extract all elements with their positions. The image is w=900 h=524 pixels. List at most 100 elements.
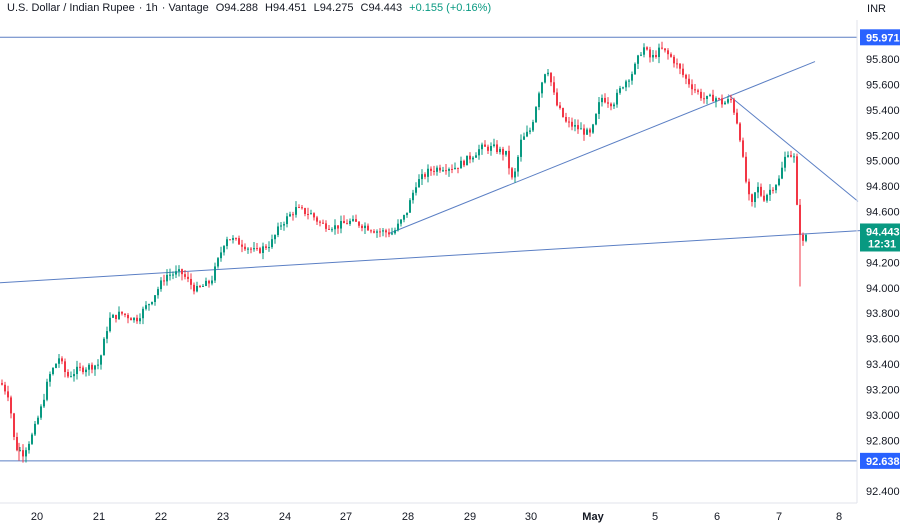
candle-body (691, 84, 693, 90)
candle-body (121, 311, 123, 314)
candle-body (28, 443, 30, 451)
bar-countdown-label: 12:31 (868, 238, 896, 250)
candle-body (676, 63, 678, 65)
candle-body (205, 280, 207, 286)
candle-body (460, 160, 462, 169)
candle-body (25, 450, 27, 457)
candle-body (577, 125, 579, 130)
candle-body (805, 235, 807, 241)
candle-body (340, 221, 342, 229)
price-tick-label: 95.800 (866, 54, 900, 66)
candle-body (1, 383, 3, 385)
candle-body (178, 269, 180, 272)
time-tick-label: 23 (217, 511, 229, 523)
level-price-tag-label: 95.971 (866, 32, 900, 44)
currency-label: INR (867, 3, 886, 15)
candle-body (481, 144, 483, 150)
candle-body (127, 314, 129, 319)
interval-label[interactable]: 1h (145, 2, 158, 14)
price-axis[interactable]: 95.800 95.600 95.400 95.200 95.000 94.800 94.6… (866, 54, 900, 498)
candle-body (643, 47, 645, 55)
ohlc-open: O94.288 (215, 2, 258, 14)
candle-body (268, 247, 270, 249)
candle-body (667, 50, 669, 55)
candle-body (43, 399, 45, 407)
candle-body (115, 314, 117, 320)
candle-body (397, 223, 399, 231)
source-label: Vantage (168, 2, 209, 14)
candle-body (235, 238, 237, 240)
time-axis[interactable]: 20 21 22 23 24 27 28 29 30 May 5 6 7 8 (31, 511, 842, 523)
candle-body (4, 384, 6, 392)
candle-body (280, 225, 282, 227)
candle-body (574, 125, 576, 127)
candle-body (670, 54, 672, 57)
price-tick-label: 95.200 (866, 130, 900, 142)
candle-body (655, 54, 657, 58)
candle-body (385, 230, 387, 233)
candle-body (538, 93, 540, 108)
candle-body (775, 185, 777, 191)
candle-body (289, 214, 291, 217)
time-tick-label: 24 (279, 511, 291, 523)
candle-body (592, 124, 594, 133)
candle-body (277, 226, 279, 236)
candle-body (100, 355, 102, 365)
candle-body (694, 89, 696, 91)
candle-body (304, 208, 306, 214)
candle-body (367, 225, 369, 231)
candle-body (640, 54, 642, 56)
candle-body (451, 168, 453, 170)
price-tick-label: 92.400 (866, 486, 900, 498)
level-price-tag-label: 92.638 (866, 456, 900, 468)
time-tick-label: 28 (402, 511, 414, 523)
candle-body (751, 194, 753, 203)
candle-body (154, 295, 156, 302)
candle-body (283, 224, 285, 226)
candle-body (724, 102, 726, 105)
symbol-name[interactable]: U.S. Dollar / Indian Rupee (7, 2, 135, 14)
candle-body (529, 130, 531, 132)
time-tick-label: 30 (525, 511, 537, 523)
price-tick-label: 92.800 (866, 435, 900, 447)
candle-body (754, 192, 756, 203)
level-price-tag (860, 452, 900, 469)
trendlines[interactable] (0, 61, 861, 284)
candle-body (427, 168, 429, 177)
price-tick-label: 95.400 (866, 105, 900, 117)
candle-body (319, 221, 321, 223)
candle-body (313, 213, 315, 218)
candle-body (736, 112, 738, 124)
candle-body (274, 235, 276, 240)
candle-body (457, 167, 459, 169)
candle-body (400, 219, 402, 224)
candle-body (565, 116, 567, 122)
candle-body (160, 280, 162, 290)
candle-body (325, 223, 327, 229)
candle-body (64, 361, 66, 373)
candle-body (511, 168, 513, 178)
candle-body (652, 54, 654, 58)
candle-body (505, 150, 507, 155)
candle-body (67, 372, 69, 377)
candle-body (352, 219, 354, 221)
candle-body (421, 174, 423, 180)
candle-body (10, 397, 12, 414)
candle-body (88, 364, 90, 370)
candle-body (535, 107, 537, 123)
ohlc-low: L94.275 (313, 2, 354, 14)
candle-body (802, 234, 804, 241)
candle-body (211, 280, 213, 284)
candle-body (418, 179, 420, 188)
candle-body (583, 128, 585, 135)
candle-body (475, 155, 477, 158)
candle-body (106, 331, 108, 339)
candle-body (184, 274, 186, 277)
time-tick-label: 7 (776, 511, 782, 523)
ohlc-change: +0.155 (+0.16%) (409, 2, 492, 14)
time-tick-label: 20 (31, 511, 43, 523)
candle-body (97, 364, 99, 366)
candle-body (463, 160, 465, 166)
